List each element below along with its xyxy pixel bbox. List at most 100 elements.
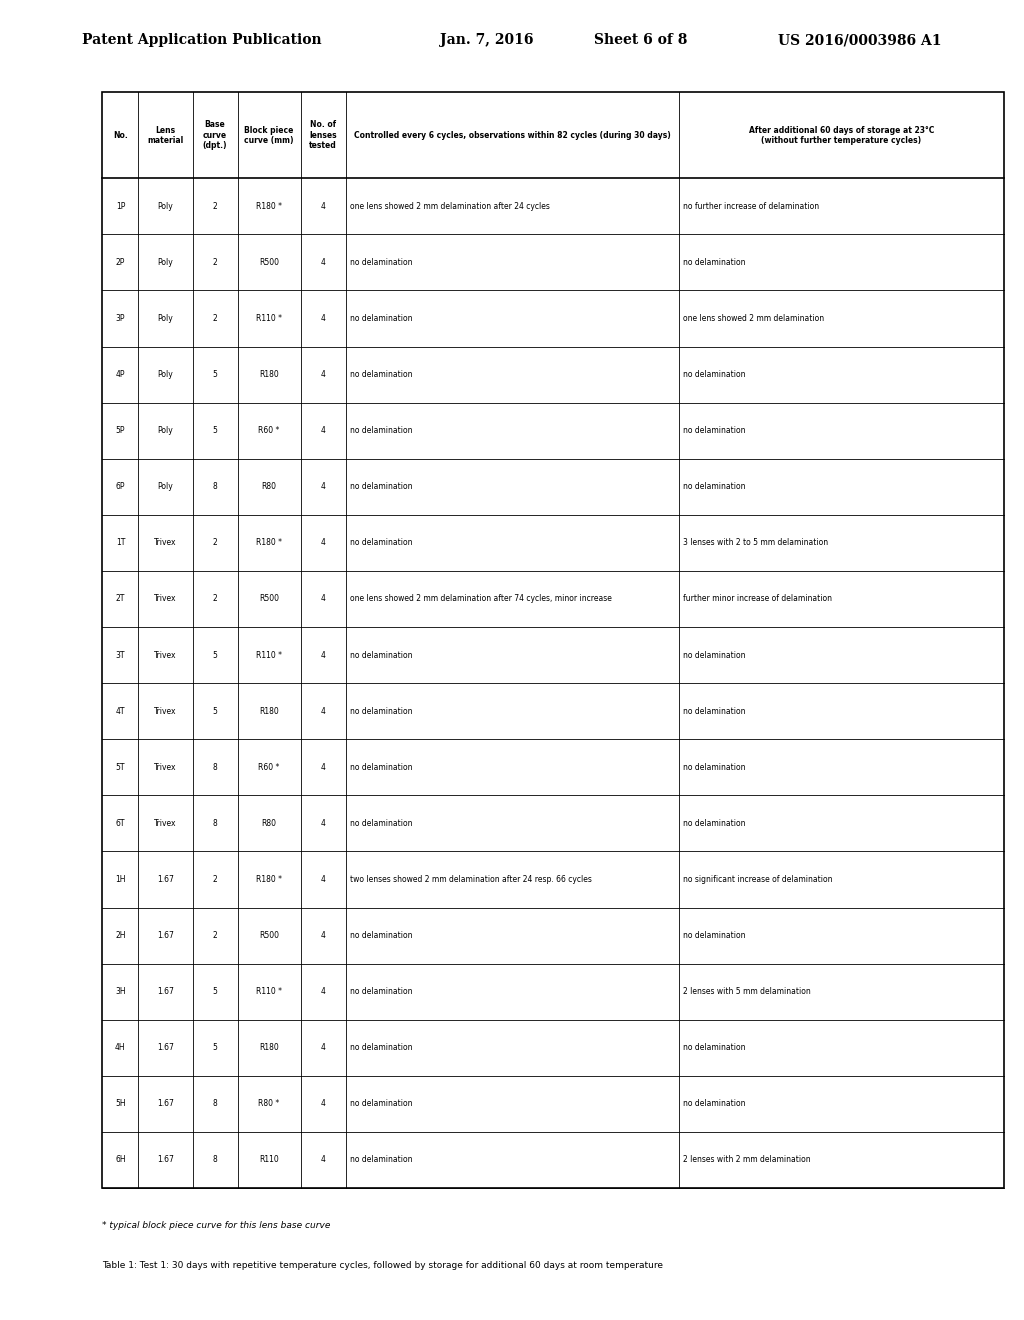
Text: R110 *: R110 *	[256, 987, 282, 997]
Text: R110 *: R110 *	[256, 314, 282, 323]
Text: 2: 2	[213, 202, 217, 211]
Text: no delamination: no delamination	[683, 370, 745, 379]
Text: no delamination: no delamination	[350, 818, 413, 828]
Text: 4H: 4H	[115, 1043, 126, 1052]
Text: 4: 4	[321, 594, 326, 603]
Text: 3H: 3H	[115, 987, 126, 997]
Text: Poly: Poly	[158, 202, 173, 211]
Text: Poly: Poly	[158, 370, 173, 379]
Text: R180: R180	[259, 706, 279, 715]
Text: 5H: 5H	[115, 1100, 126, 1109]
Text: no delamination: no delamination	[350, 539, 413, 548]
Text: Trivex: Trivex	[155, 706, 177, 715]
Text: no delamination: no delamination	[350, 651, 413, 660]
Text: R180 *: R180 *	[256, 539, 282, 548]
Text: R180 *: R180 *	[256, 875, 282, 884]
Text: no delamination: no delamination	[350, 706, 413, 715]
Text: 4: 4	[321, 1155, 326, 1164]
Text: R500: R500	[259, 257, 280, 267]
Text: R60 *: R60 *	[258, 426, 280, 436]
Text: 4: 4	[321, 763, 326, 772]
Text: After additional 60 days of storage at 23°C
(without further temperature cycles): After additional 60 days of storage at 2…	[749, 125, 934, 145]
Text: 1.67: 1.67	[157, 987, 174, 997]
Text: 3 lenses with 2 to 5 mm delamination: 3 lenses with 2 to 5 mm delamination	[683, 539, 828, 548]
Text: no delamination: no delamination	[683, 651, 745, 660]
Text: Table 1: Test 1: 30 days with repetitive temperature cycles, followed by storage: Table 1: Test 1: 30 days with repetitive…	[102, 1261, 664, 1270]
Text: no delamination: no delamination	[683, 706, 745, 715]
Text: Trivex: Trivex	[155, 594, 177, 603]
Text: 4: 4	[321, 370, 326, 379]
Text: Lens
material: Lens material	[147, 125, 183, 145]
Text: 6H: 6H	[115, 1155, 126, 1164]
Text: no delamination: no delamination	[683, 1043, 745, 1052]
Text: R80 *: R80 *	[258, 1100, 280, 1109]
Text: 3T: 3T	[116, 651, 125, 660]
Text: 2: 2	[213, 539, 217, 548]
Text: 4: 4	[321, 1043, 326, 1052]
Text: US 2016/0003986 A1: US 2016/0003986 A1	[778, 33, 942, 48]
Text: 3P: 3P	[116, 314, 125, 323]
Text: no further increase of delamination: no further increase of delamination	[683, 202, 819, 211]
Text: Poly: Poly	[158, 426, 173, 436]
Text: 5: 5	[213, 706, 217, 715]
Text: no delamination: no delamination	[683, 931, 745, 940]
Text: one lens showed 2 mm delamination after 74 cycles, minor increase: one lens showed 2 mm delamination after …	[350, 594, 611, 603]
Text: 4: 4	[321, 651, 326, 660]
Text: Trivex: Trivex	[155, 763, 177, 772]
Text: Patent Application Publication: Patent Application Publication	[82, 33, 322, 48]
Text: Base
curve
(dpt.): Base curve (dpt.)	[203, 120, 227, 150]
Text: two lenses showed 2 mm delamination after 24 resp. 66 cycles: two lenses showed 2 mm delamination afte…	[350, 875, 592, 884]
Text: Block piece
curve (mm): Block piece curve (mm)	[245, 125, 294, 145]
Text: R80: R80	[261, 482, 276, 491]
Text: 4: 4	[321, 931, 326, 940]
Text: 5: 5	[213, 370, 217, 379]
Text: Controlled every 6 cycles, observations within 82 cycles (during 30 days): Controlled every 6 cycles, observations …	[354, 131, 671, 140]
Text: No. of
lenses
tested: No. of lenses tested	[309, 120, 337, 150]
Text: R60 *: R60 *	[258, 763, 280, 772]
Text: no delamination: no delamination	[683, 763, 745, 772]
Text: no significant increase of delamination: no significant increase of delamination	[683, 875, 833, 884]
Text: 2: 2	[213, 257, 217, 267]
Text: 4: 4	[321, 1100, 326, 1109]
Text: no delamination: no delamination	[350, 370, 413, 379]
Text: 1H: 1H	[115, 875, 126, 884]
Text: 4: 4	[321, 987, 326, 997]
Text: no delamination: no delamination	[350, 763, 413, 772]
Text: 5P: 5P	[116, 426, 125, 436]
Text: no delamination: no delamination	[350, 987, 413, 997]
Text: 6P: 6P	[116, 482, 125, 491]
Text: 2: 2	[213, 931, 217, 940]
Text: 2 lenses with 2 mm delamination: 2 lenses with 2 mm delamination	[683, 1155, 811, 1164]
Text: 8: 8	[213, 763, 217, 772]
Text: R110: R110	[259, 1155, 279, 1164]
Text: Trivex: Trivex	[155, 818, 177, 828]
Text: no delamination: no delamination	[683, 1100, 745, 1109]
Text: 4: 4	[321, 706, 326, 715]
Text: no delamination: no delamination	[350, 1155, 413, 1164]
Text: 1P: 1P	[116, 202, 125, 211]
Text: no delamination: no delamination	[683, 818, 745, 828]
Text: no delamination: no delamination	[350, 314, 413, 323]
Text: 8: 8	[213, 1100, 217, 1109]
Text: Poly: Poly	[158, 314, 173, 323]
Text: 6T: 6T	[116, 818, 125, 828]
Text: 4P: 4P	[116, 370, 125, 379]
Text: 2: 2	[213, 314, 217, 323]
Text: Jan. 7, 2016: Jan. 7, 2016	[440, 33, 534, 48]
Text: 4: 4	[321, 202, 326, 211]
Text: 5: 5	[213, 651, 217, 660]
Text: 5: 5	[213, 1043, 217, 1052]
Text: 1.67: 1.67	[157, 1043, 174, 1052]
Text: R110 *: R110 *	[256, 651, 282, 660]
Text: Sheet 6 of 8: Sheet 6 of 8	[594, 33, 687, 48]
Text: Trivex: Trivex	[155, 651, 177, 660]
Text: 4: 4	[321, 257, 326, 267]
Text: Poly: Poly	[158, 482, 173, 491]
Text: 4T: 4T	[116, 706, 125, 715]
Text: no delamination: no delamination	[350, 426, 413, 436]
Text: no delamination: no delamination	[350, 1043, 413, 1052]
Text: no delamination: no delamination	[350, 1100, 413, 1109]
Text: 4: 4	[321, 314, 326, 323]
Text: No.: No.	[113, 131, 128, 140]
Text: 1.67: 1.67	[157, 875, 174, 884]
